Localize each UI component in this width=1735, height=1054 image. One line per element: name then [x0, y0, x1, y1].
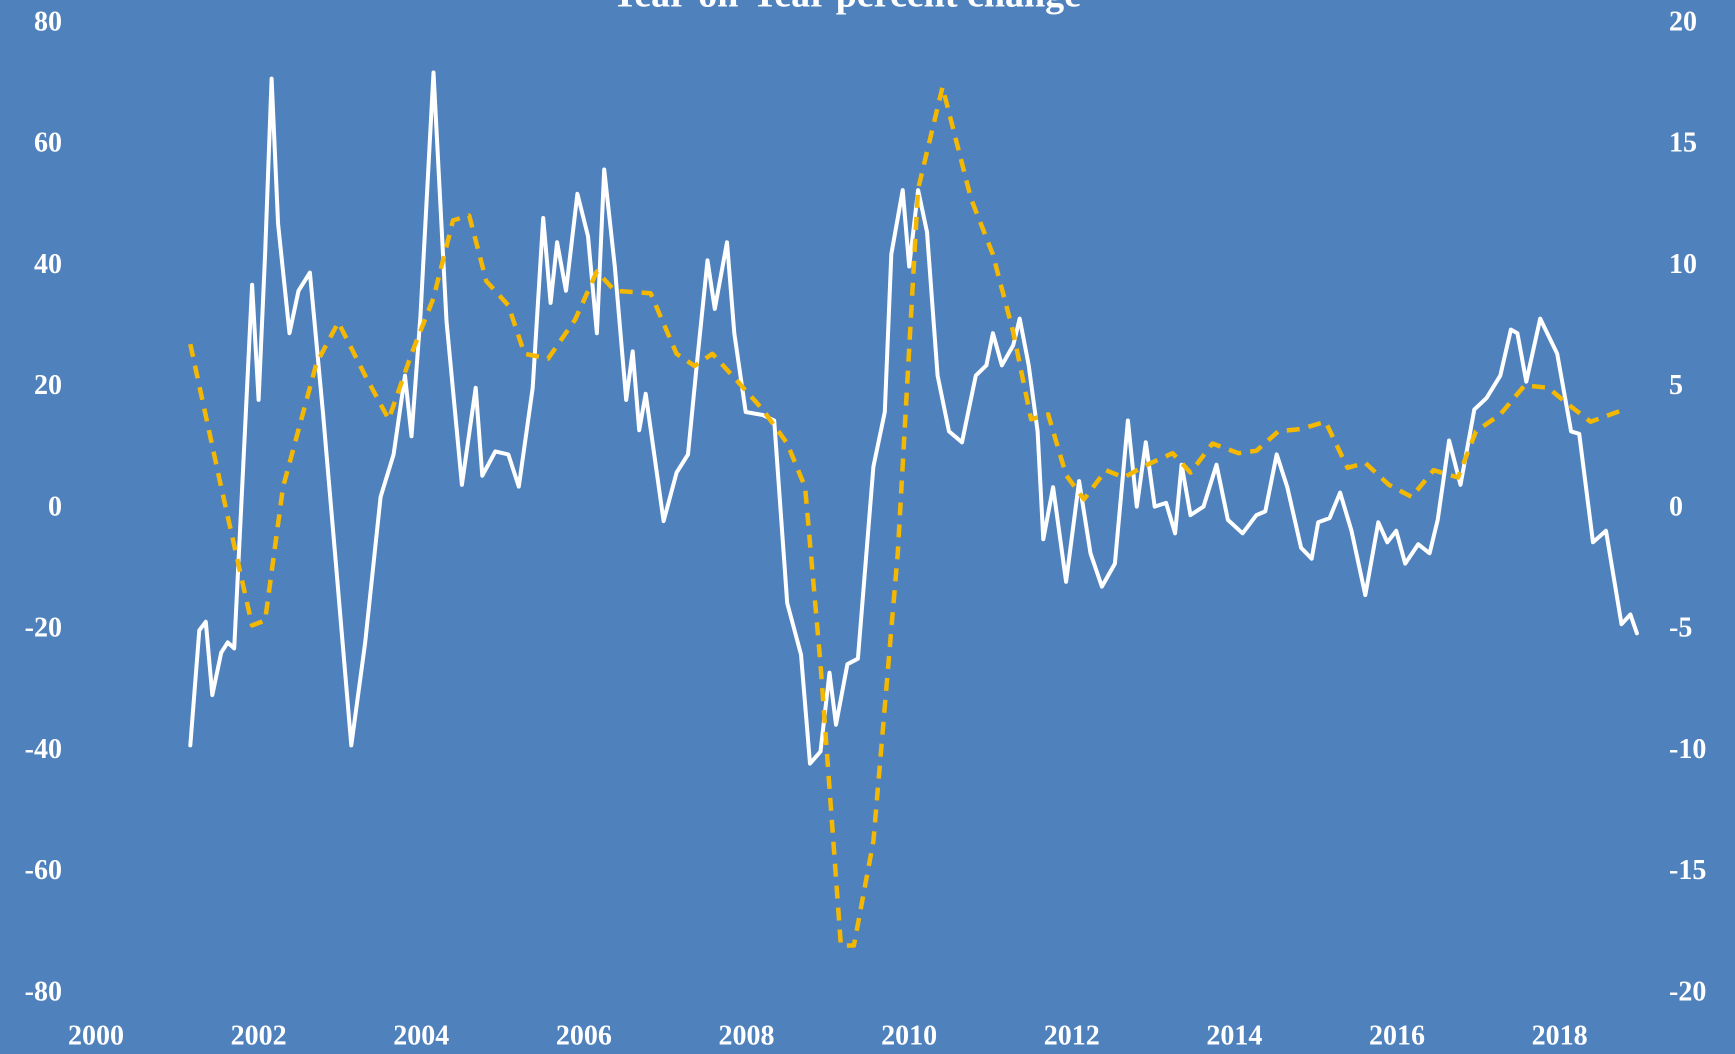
y2-tick-label: -10 — [1669, 734, 1706, 765]
y-tick-label: 0 — [48, 491, 62, 522]
y-tick-label: 80 — [34, 6, 62, 37]
y2-tick-label: 15 — [1669, 128, 1697, 159]
x-tick-label: 2012 — [1044, 1020, 1100, 1051]
x-tick-label: 2004 — [393, 1020, 449, 1051]
y2-tick-label: 0 — [1669, 491, 1683, 522]
y-tick-label: -60 — [25, 855, 62, 886]
y-tick-label: -20 — [25, 613, 62, 644]
y2-tick-label: -20 — [1669, 976, 1706, 1007]
y2-tick-label: 20 — [1669, 6, 1697, 37]
x-tick-label: 2000 — [68, 1020, 124, 1051]
y-tick-label: -40 — [25, 734, 62, 765]
y-tick-label: -80 — [25, 976, 62, 1007]
chart-title: Year-on-Year percent change — [611, 0, 1081, 16]
y2-tick-label: -15 — [1669, 855, 1706, 886]
x-tick-label: 2018 — [1532, 1020, 1588, 1051]
y2-tick-label: 10 — [1669, 249, 1697, 280]
y2-tick-label: -5 — [1669, 613, 1692, 644]
x-tick-label: 2006 — [556, 1020, 612, 1051]
y2-tick-label: 5 — [1669, 370, 1683, 401]
y-tick-label: 60 — [34, 128, 62, 159]
series-line — [188, 70, 1639, 766]
series-line — [188, 84, 1625, 948]
x-tick-label: 2002 — [231, 1020, 287, 1051]
x-tick-label: 2010 — [881, 1020, 937, 1051]
x-tick-label: 2014 — [1206, 1020, 1262, 1051]
x-tick-label: 2016 — [1369, 1020, 1425, 1051]
x-tick-label: 2008 — [719, 1020, 775, 1051]
y-tick-label: 20 — [34, 370, 62, 401]
y-tick-label: 40 — [34, 249, 62, 280]
